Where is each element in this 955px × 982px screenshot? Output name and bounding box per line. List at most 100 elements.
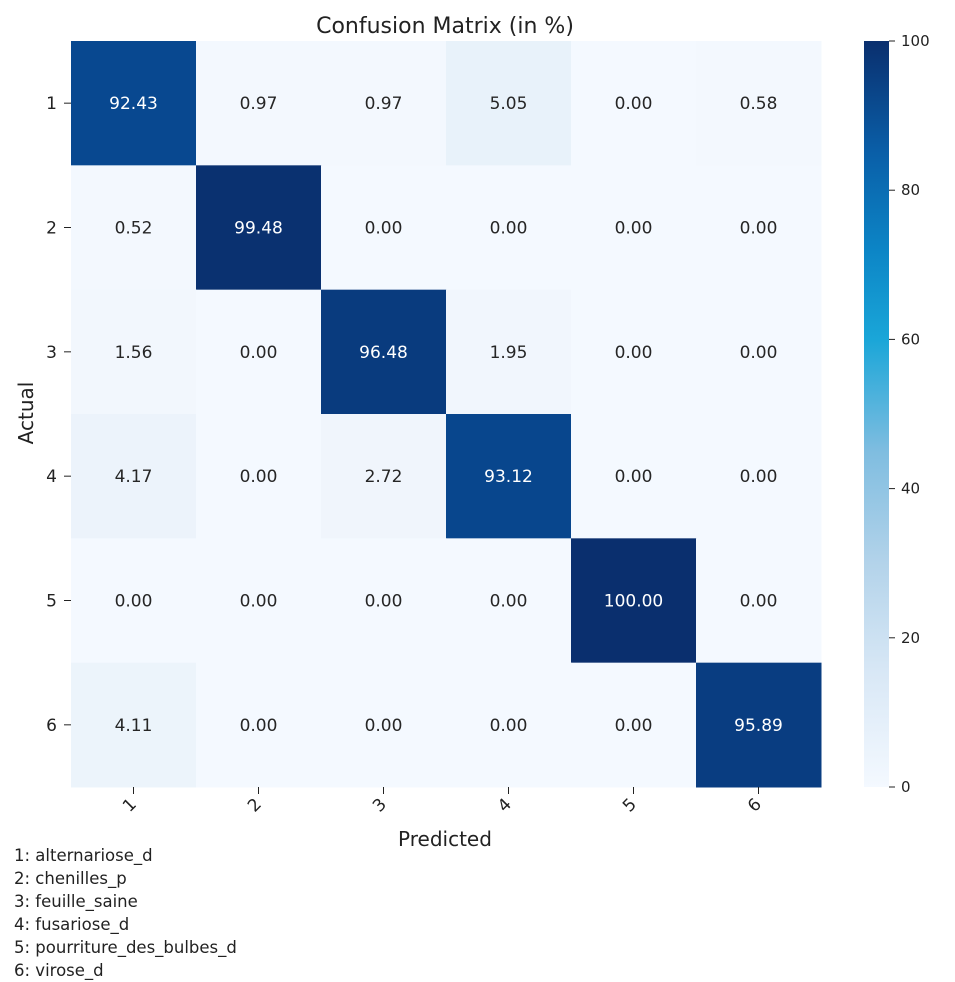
y-tick-label: 4: [46, 467, 57, 487]
heatmap-cell: [446, 414, 572, 539]
x-tick-label: 2: [244, 795, 266, 817]
x-axis-label: Predicted: [398, 827, 492, 851]
heatmap-cell: [196, 538, 322, 664]
cell-value-label: 0.00: [740, 467, 778, 487]
colorbar-tick-label: 0: [901, 778, 911, 796]
cell-value-label: 0.58: [740, 94, 778, 114]
cell-value-label: 0.00: [240, 467, 278, 487]
cell-value-label: 0.00: [740, 219, 778, 239]
cell-value-label: 0.52: [115, 219, 153, 239]
cell-value-label: 99.48: [234, 219, 283, 239]
heatmap-cells: 92.43 0.97 0.97 5.05 0.00 0.58 0.52 99.48 0.00 0.…: [71, 41, 822, 788]
cell-value-label: 0.00: [615, 467, 653, 487]
x-tick-label: 5: [619, 795, 641, 817]
cell-value-label: 4.17: [115, 467, 153, 487]
x-tick-label: 3: [369, 795, 391, 817]
heatmap-cell: [696, 414, 822, 539]
x-tick-labels: 1 2 3 4 5 6: [119, 787, 766, 816]
colorbar-tick-label: 60: [901, 330, 920, 348]
heatmap-cell: [446, 41, 572, 166]
y-tick-label: 1: [46, 94, 57, 114]
cell-value-label: 100.00: [604, 592, 663, 612]
cell-value-label: 0.00: [615, 716, 653, 736]
heatmap-cell: [446, 289, 572, 415]
heatmap-cell: [196, 289, 322, 415]
cell-value-label: 0.00: [615, 343, 653, 363]
heatmap-cell: [446, 538, 572, 664]
cell-value-label: 1.56: [115, 343, 153, 363]
colorbar: [864, 41, 889, 787]
class-legend-item: 1: alternariose_d: [14, 846, 153, 865]
heatmap-cell: [321, 662, 447, 788]
colorbar-tick-label: 80: [901, 181, 920, 199]
heatmap-cell: [571, 41, 697, 166]
cell-value-label: 0.00: [615, 94, 653, 114]
colorbar-tick-label: 40: [901, 480, 920, 498]
cell-value-label: 0.00: [740, 343, 778, 363]
heatmap-cell: [571, 165, 697, 291]
class-legend: 1: alternariose_d 2: chenilles_p 3: feui…: [14, 844, 237, 982]
cell-value-label: 0.00: [490, 219, 528, 239]
cell-value-label: 0.00: [615, 219, 653, 239]
cell-value-label: 0.00: [365, 716, 403, 736]
heatmap-cell: [71, 41, 197, 166]
heatmap-cell: [71, 165, 197, 291]
cell-value-label: 95.89: [734, 716, 783, 736]
heatmap-cell: [71, 538, 197, 664]
colorbar-ticks: 0 20 40 60 80 100: [889, 32, 930, 796]
chart-title: Confusion Matrix (in %): [316, 14, 574, 39]
cell-value-label: 0.00: [740, 592, 778, 612]
cell-value-label: 92.43: [109, 94, 158, 114]
heatmap-cell: [446, 662, 572, 788]
class-legend-item: 6: virose_d: [14, 961, 104, 980]
cell-value-label: 0.97: [240, 94, 278, 114]
heatmap-cell: [696, 538, 822, 664]
y-tick-label: 2: [46, 219, 57, 239]
cell-value-label: 0.00: [115, 592, 153, 612]
heatmap-cell: [71, 662, 197, 788]
heatmap-cell: [321, 41, 447, 166]
cell-value-label: 0.00: [240, 343, 278, 363]
heatmap-cell: [196, 662, 322, 788]
cell-value-label: 0.00: [365, 592, 403, 612]
class-legend-item: 4: fusariose_d: [14, 915, 130, 934]
heatmap-cell: [571, 414, 697, 539]
class-legend-item: 5: pourriture_des_bulbes_d: [14, 938, 237, 957]
cell-value-label: 0.00: [490, 716, 528, 736]
heatmap-cell: [571, 538, 697, 664]
cell-value-label: 0.00: [490, 592, 528, 612]
heatmap-cell: [696, 289, 822, 415]
heatmap-cell: [446, 165, 572, 291]
cell-value-label: 0.97: [365, 94, 403, 114]
heatmap-cell: [696, 165, 822, 291]
y-tick-label: 6: [46, 716, 57, 736]
y-axis-label: Actual: [14, 382, 38, 445]
heatmap-cell: [571, 662, 697, 788]
cell-value-label: 2.72: [365, 467, 403, 487]
heatmap-cell: [321, 289, 447, 415]
heatmap-cell: [196, 414, 322, 539]
cell-value-label: 5.05: [490, 94, 528, 114]
heatmap-cell: [71, 414, 197, 539]
heatmap-cell: [71, 289, 197, 415]
y-tick-label: 5: [46, 592, 57, 612]
heatmap-cell: [196, 41, 322, 166]
y-tick-label: 3: [46, 343, 57, 363]
heatmap-cell: [196, 165, 322, 291]
heatmap-cell: [571, 289, 697, 415]
heatmap-cell: [321, 538, 447, 664]
heatmap-cell: [696, 662, 822, 788]
colorbar-tick-label: 100: [901, 32, 930, 50]
cell-value-label: 4.11: [115, 716, 153, 736]
heatmap-cell: [321, 414, 447, 539]
x-tick-label: 1: [119, 795, 141, 817]
cell-value-label: 1.95: [490, 343, 528, 363]
colorbar-tick-label: 20: [901, 629, 920, 647]
heatmap-cell: [696, 41, 822, 166]
cell-value-label: 0.00: [240, 716, 278, 736]
cell-value-label: 0.00: [365, 219, 403, 239]
x-tick-label: 4: [494, 795, 516, 817]
class-legend-item: 2: chenilles_p: [14, 869, 127, 888]
cell-value-label: 93.12: [484, 467, 533, 487]
